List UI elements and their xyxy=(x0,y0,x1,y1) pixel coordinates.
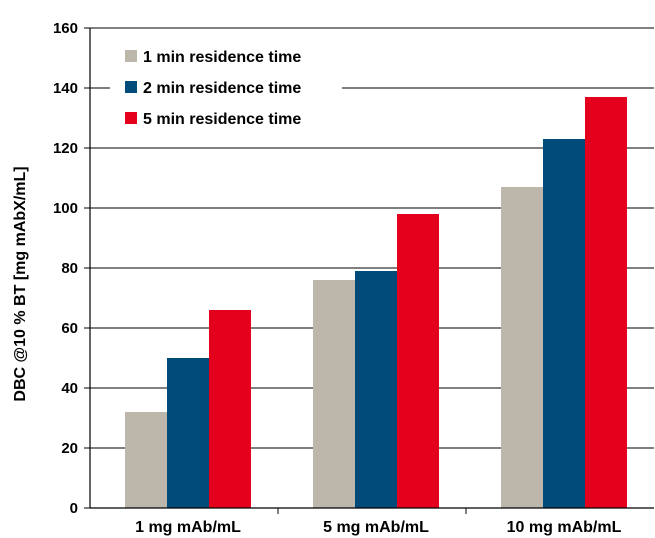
legend-label-2: 2 min residence time xyxy=(143,80,301,97)
legend-label-3: 5 min residence time xyxy=(143,111,301,128)
y-tick-label: 160 xyxy=(53,20,78,37)
bar-1-3 xyxy=(501,187,543,508)
legend-swatch-2 xyxy=(125,81,137,93)
legend-label-1: 1 min residence time xyxy=(143,49,301,66)
bar-1-2 xyxy=(313,280,355,508)
y-axis-title: DBC @10 % BT [mg mAbX/mL] xyxy=(12,166,29,401)
axes xyxy=(84,27,654,514)
bar-3-2 xyxy=(397,214,439,508)
x-tick-label: 10 mg mAb/mL xyxy=(507,519,622,536)
y-tick-label: 20 xyxy=(61,440,78,457)
y-tick-label: 80 xyxy=(61,260,78,277)
y-tick-label: 60 xyxy=(61,320,78,337)
bar-3-3 xyxy=(585,97,627,508)
bar-2-1 xyxy=(167,358,209,508)
bar-2-2 xyxy=(355,271,397,508)
y-tick-label: 140 xyxy=(53,80,78,97)
legend-swatch-1 xyxy=(125,50,137,62)
x-tick-labels: 1 mg mAb/mL 5 mg mAb/mL 10 mg mAb/mL xyxy=(135,519,621,536)
y-tick-label: 100 xyxy=(53,200,78,217)
y-tick-label: 0 xyxy=(70,500,78,517)
y-tick-label: 40 xyxy=(61,380,78,397)
bar-2-3 xyxy=(543,139,585,508)
y-tick-label: 120 xyxy=(53,140,78,157)
bar-1-1 xyxy=(125,412,167,508)
legend-background xyxy=(110,40,342,141)
x-tick-label: 5 mg mAb/mL xyxy=(323,519,429,536)
bars xyxy=(125,97,627,508)
y-tick-labels: 0 20 40 60 80 100 120 140 160 xyxy=(53,20,78,517)
legend: 1 min residence time 2 min residence time… xyxy=(110,40,342,141)
x-tick-label: 1 mg mAb/mL xyxy=(135,519,241,536)
legend-swatch-3 xyxy=(125,112,137,124)
bar-3-1 xyxy=(209,310,251,508)
